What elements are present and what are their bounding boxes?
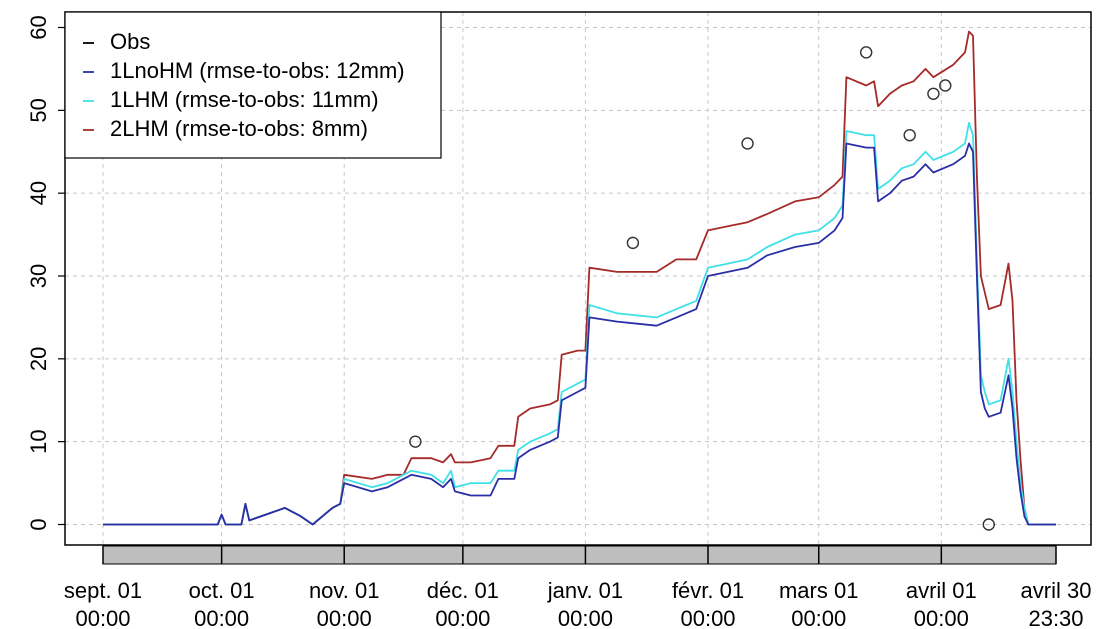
x-tick-label-time: 00:00 (680, 606, 735, 629)
y-tick-label: 20 (26, 347, 51, 371)
y-tick-label: 60 (26, 15, 51, 39)
obs-point (903, 128, 916, 142)
legend-label: 1LHM (rmse-to-obs: 11mm) (110, 87, 379, 112)
legend-label: 2LHM (rmse-to-obs: 8mm) (110, 116, 368, 141)
obs-point (741, 137, 754, 150)
obs-point (982, 518, 995, 531)
x-tick-label-time: 00:00 (317, 606, 372, 629)
x-tick-label-date: déc. 01 (427, 578, 499, 603)
x-tick-label-date: avril 30 (1021, 578, 1092, 603)
x-tick-label-time: 00:00 (558, 606, 613, 629)
x-tick-label-date: nov. 01 (309, 578, 380, 603)
legend-box (64, 11, 442, 159)
y-axis: 0 10 20 30 40 50 60 (26, 15, 65, 531)
obs-point (626, 236, 640, 250)
x-tick-label-time: 00:00 (435, 606, 490, 629)
y-tick-label: 30 (26, 264, 51, 288)
x-tick-label-date: mars 01 (779, 578, 858, 603)
x-tick-label-time: 23:30 (1028, 606, 1083, 629)
x-tick-label-date: févr. 01 (672, 578, 744, 603)
obs-point (927, 87, 940, 100)
series-line (103, 142, 1056, 526)
series-layer (103, 30, 1056, 526)
y-tick-label: 10 (26, 429, 51, 453)
x-tick-label-date: avril 01 (906, 578, 977, 603)
legend-label: Obs (110, 29, 150, 54)
plot-frame (64, 11, 1092, 546)
legend: Obs 1LnoHM (rmse-to-obs: 12mm) 1LHM (rmse-… (64, 11, 442, 159)
legend-label: 1LnoHM (rmse-to-obs: 12mm) (110, 58, 405, 83)
obs-point (939, 79, 952, 92)
x-tick-label-time: 00:00 (791, 606, 846, 629)
time-axis-bar (102, 545, 1057, 565)
x-tick-label-date: oct. 01 (189, 578, 255, 603)
observation-layer (409, 46, 995, 531)
obs-point (409, 435, 422, 448)
x-tick-label-date: janv. 01 (547, 578, 623, 603)
x-tick-label-date: sept. 01 (64, 578, 142, 603)
obs-point (859, 46, 873, 59)
y-tick-label: 0 (26, 518, 51, 530)
x-tick-label-time: 00:00 (75, 606, 130, 629)
x-axis: sept. 01 00:00 oct. 01 00:00 nov. 01 00:00 déc… (64, 578, 1092, 629)
x-tick-label-time: 00:00 (194, 606, 249, 629)
time-bar-rect (102, 545, 1057, 565)
y-tick-label: 40 (26, 181, 51, 205)
y-tick-label: 50 (26, 98, 51, 122)
x-tick-label-time: 00:00 (914, 606, 969, 629)
